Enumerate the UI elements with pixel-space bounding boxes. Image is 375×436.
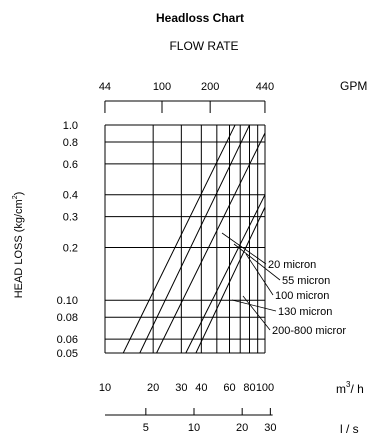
legend-leader-line (245, 253, 274, 296)
m3h-tick-label: 30 (175, 382, 187, 394)
ls-unit-label: l / s (340, 422, 359, 436)
y-axis-label: HEAD LOSS (kg/cm2) (12, 192, 25, 299)
m3h-tick-label: 80 (243, 382, 255, 394)
gpm-tick-label: 440 (256, 81, 274, 93)
y-axis-label-close: ) (13, 192, 25, 196)
plot-grid (104, 124, 266, 354)
y-tick-label: 0.3 (63, 212, 78, 224)
y-tick-label: 0.05 (57, 348, 78, 360)
y-tick-label: 0.8 (63, 137, 78, 149)
gpm-tick-label: 100 (153, 81, 171, 93)
m3h-tick-label: 100 (256, 382, 274, 394)
legend-leader-line (233, 243, 281, 281)
ls-tick-label: 5 (143, 422, 149, 434)
m3h-axis: 10 20 30 40 60 80 100 (99, 382, 274, 394)
series-label: 200-800 micror (272, 325, 346, 337)
series-label: 55 micron (282, 275, 330, 287)
gpm-axis: 44 100 200 440 (99, 81, 274, 113)
legend-leader-line (242, 295, 271, 331)
legend-leader-lines (221, 232, 281, 331)
m3h-tick-label: 40 (195, 382, 207, 394)
gpm-unit-label: GPM (340, 79, 367, 93)
m3h-tick-label: 60 (223, 382, 235, 394)
y-tick-label: 0.10 (57, 295, 78, 307)
series-label: 100 micron (275, 290, 329, 302)
gpm-tick-label: 44 (99, 81, 111, 93)
m3h-unit-main: m (336, 382, 346, 396)
y-tick-label: 0.6 (63, 159, 78, 171)
series-line (139, 124, 250, 354)
y-tick-labels: 1.0 0.8 0.6 0.4 0.3 0.2 0.10 0.08 0.06 0.05 (57, 120, 78, 360)
y-tick-label: 0.2 (63, 242, 78, 254)
series-labels: 20 micron 55 micron 100 micron 130 micron 20… (268, 259, 346, 337)
y-axis-label-sup: 2 (12, 195, 19, 199)
series-line (195, 206, 266, 354)
series-label: 130 micron (278, 306, 332, 318)
m3h-unit-sup: 3 (346, 380, 351, 389)
chart-subtitle: FLOW RATE (169, 39, 238, 53)
ls-tick-label: 30 (264, 422, 276, 434)
y-tick-label: 0.06 (57, 334, 78, 346)
series-label: 20 micron (268, 259, 316, 271)
m3h-tick-label: 20 (147, 382, 159, 394)
legend-leader-line (231, 299, 277, 312)
y-tick-label: 1.0 (63, 120, 78, 132)
legend-leader-line (221, 232, 267, 265)
m3h-unit-label: m3/ h (336, 380, 364, 396)
y-axis-label-main: HEAD LOSS (kg/cm (13, 199, 25, 298)
series-line (122, 124, 236, 354)
series-line (185, 194, 266, 354)
ls-axis: 5 10 20 30 (105, 408, 276, 434)
series-line (156, 132, 266, 354)
m3h-unit-tail: / h (350, 382, 363, 396)
gpm-tick-label: 200 (201, 81, 219, 93)
m3h-tick-label: 10 (99, 382, 111, 394)
ls-tick-label: 10 (188, 422, 200, 434)
ls-tick-label: 20 (236, 422, 248, 434)
chart-title: Headloss Chart (156, 11, 244, 25)
series-lines (122, 124, 266, 354)
y-tick-label: 0.08 (57, 312, 78, 324)
y-tick-label: 0.4 (63, 190, 78, 202)
